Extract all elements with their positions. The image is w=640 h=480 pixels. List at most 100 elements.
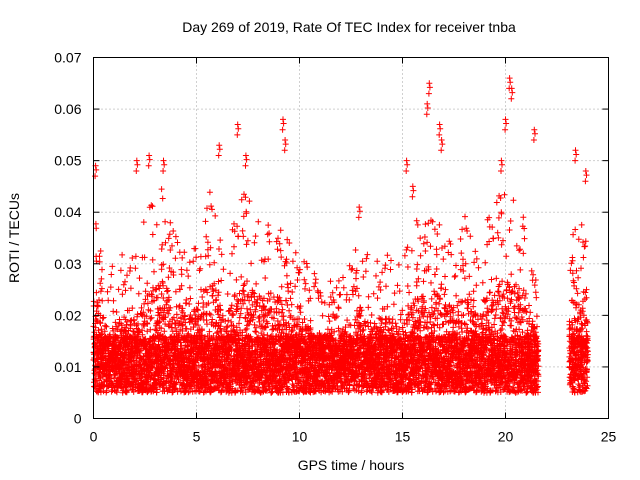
scatter-point [360,274,367,280]
scatter-point [311,270,318,277]
scatter-point [318,299,325,305]
scatter-point [165,310,172,317]
scatter-point [142,296,149,303]
scatter-point [340,274,346,281]
scatter-point [368,312,375,318]
scatter-point [243,241,250,248]
scatter-point [199,294,206,300]
scatter-point [204,239,211,246]
scatter-point [94,303,101,310]
scatter-point [195,307,201,314]
scatter-point [96,297,102,303]
scatter-point [264,231,271,238]
scatter-point [209,316,216,323]
scatter-point [107,284,114,291]
scatter-point [159,241,166,248]
scatter-point [152,326,159,333]
scatter-point [190,324,197,331]
scatter-point [244,237,251,244]
scatter-point [140,321,147,328]
scatter-point [288,301,295,308]
scatter-point [241,191,247,198]
scatter-point [153,286,160,293]
scatter-point [144,300,151,307]
scatter-point [94,318,101,325]
scatter-point [265,222,272,229]
data-points [90,75,591,396]
scatter-point [182,313,188,320]
scatter-point [206,189,213,196]
scatter-point [179,322,186,329]
scatter-point [203,233,210,240]
scatter-point [131,317,137,324]
scatter-point [284,281,291,288]
scatter-point [163,301,170,308]
scatter-point [166,265,173,271]
scatter-point [274,246,281,253]
scatter-point [225,317,232,324]
scatter-point [170,314,177,321]
scatter-point [165,274,172,281]
scatter-point [285,288,292,295]
scatter-point [218,251,225,258]
scatter-point [132,253,139,260]
scatter-point [192,245,199,252]
scatter-point [302,285,308,292]
scatter-point [142,288,149,295]
scatter-point [212,212,219,219]
scatter-point [122,278,128,285]
scatter-point [178,271,185,278]
scatter-point [209,206,215,213]
scatter-point [370,290,377,297]
scatter-point [127,322,134,329]
scatter-point [352,247,359,253]
scatter-point [326,318,333,325]
scatter-point [147,307,154,314]
scatter-point [252,328,259,335]
scatter-point [122,287,129,294]
scatter-point [159,195,166,202]
scatter-point [110,297,117,304]
scatter-point [179,254,186,261]
scatter-point [129,386,136,392]
scatter-point [253,280,260,287]
scatter-point [200,300,207,306]
scatter-point [160,282,167,289]
scatter-point [364,251,371,258]
scatter-point [170,272,177,278]
scatter-point [193,254,200,261]
scatter-point [98,326,105,333]
scatter-point [177,286,183,293]
scatter-point [179,328,186,334]
scatter-point [301,276,308,283]
scatter-point [140,309,147,316]
scatter-point [302,280,309,287]
scatter-point [149,203,156,210]
scatter-point [335,277,342,284]
scatter-point [230,312,237,318]
scatter-point [97,248,104,254]
scatter-point [104,288,111,295]
scatter-point [340,284,347,291]
scatter-point [99,297,106,304]
scatter-point [244,305,250,312]
scatter-point [99,266,105,273]
scatter-point [277,247,284,254]
scatter-point [209,292,216,299]
scatter-point [115,286,122,293]
scatter-point [126,307,133,314]
scatter-point [240,282,247,289]
scatter-point [319,312,326,319]
scatter-point [289,258,296,265]
scatter-point [150,287,156,294]
scatter-point [194,306,201,313]
scatter-point [289,289,296,295]
scatter-point [238,273,245,280]
scatter-point [156,318,163,325]
scatter-point [148,314,155,321]
scatter-point [174,239,181,246]
scatter-point [127,264,134,271]
scatter-point [98,331,105,338]
scatter-point [278,254,285,261]
